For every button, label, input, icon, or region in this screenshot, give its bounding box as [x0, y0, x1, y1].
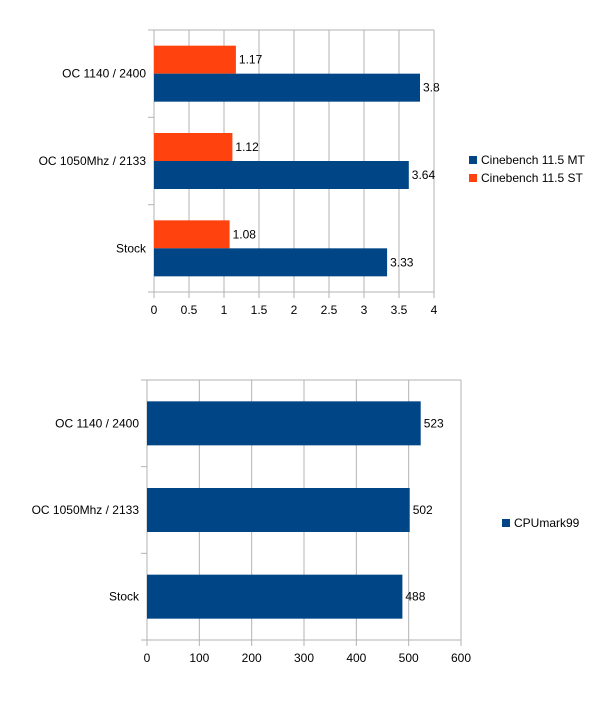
bar	[154, 220, 230, 249]
x-tick-label: 100	[189, 651, 209, 665]
bar	[154, 45, 236, 74]
data-label: 1.17	[239, 53, 263, 67]
legend-label: Cinebench 11.5 MT	[481, 153, 586, 167]
cpumark-chart: 0 100 200 300 400 500 600 OC 1140 / 2400 523 OC 1…	[32, 379, 580, 665]
x-tick-label: 0.5	[181, 303, 198, 317]
bar	[147, 401, 421, 446]
legend-swatch	[469, 174, 477, 182]
x-tick-label: 1.5	[251, 303, 268, 317]
x-tick-label: 0	[144, 651, 151, 665]
category-label: OC 1050Mhz / 2133	[32, 503, 140, 517]
data-label: 3.33	[390, 255, 414, 269]
bar	[154, 248, 388, 277]
data-label: 1.12	[235, 140, 259, 154]
x-tick-label: 3.5	[391, 303, 408, 317]
bar	[147, 488, 410, 532]
x-tick-label: 2.5	[321, 303, 338, 317]
category-label: OC 1140 / 2400	[55, 416, 139, 430]
legend-swatch	[469, 156, 477, 164]
category-label: Stock	[109, 590, 140, 604]
data-label: 3.64	[412, 168, 436, 182]
data-label: 1.08	[233, 227, 257, 241]
bar	[154, 161, 409, 189]
data-label: 502	[413, 503, 433, 517]
x-tick-label: 200	[242, 651, 262, 665]
bar	[147, 574, 403, 619]
category-label: OC 1050Mhz / 2133	[39, 154, 147, 168]
legend-label: Cinebench 11.5 ST	[481, 171, 584, 185]
bar	[154, 133, 233, 161]
x-tick-label: 3	[361, 303, 368, 317]
legend-label: CPUmark99	[514, 516, 580, 530]
x-tick-label: 600	[451, 651, 471, 665]
data-label: 523	[424, 416, 444, 430]
bar	[154, 73, 420, 102]
category-label: Stock	[116, 241, 147, 255]
x-tick-label: 400	[346, 651, 366, 665]
category-label: OC 1140 / 2400	[62, 67, 146, 81]
x-tick-label: 1	[221, 303, 228, 317]
data-label: 3.8	[423, 81, 440, 95]
x-tick-label: 300	[294, 651, 314, 665]
x-tick-label: 500	[399, 651, 419, 665]
data-label: 488	[405, 590, 425, 604]
x-tick-label: 0	[151, 303, 158, 317]
legend-swatch	[502, 519, 510, 527]
x-tick-label: 2	[291, 303, 298, 317]
x-tick-label: 4	[431, 303, 438, 317]
cinebench-chart: 0 0.5 1 1.5 2 2.5 3 3.5 4 OC 1140 / 2400 1.17 3.8 OC…	[39, 29, 586, 317]
